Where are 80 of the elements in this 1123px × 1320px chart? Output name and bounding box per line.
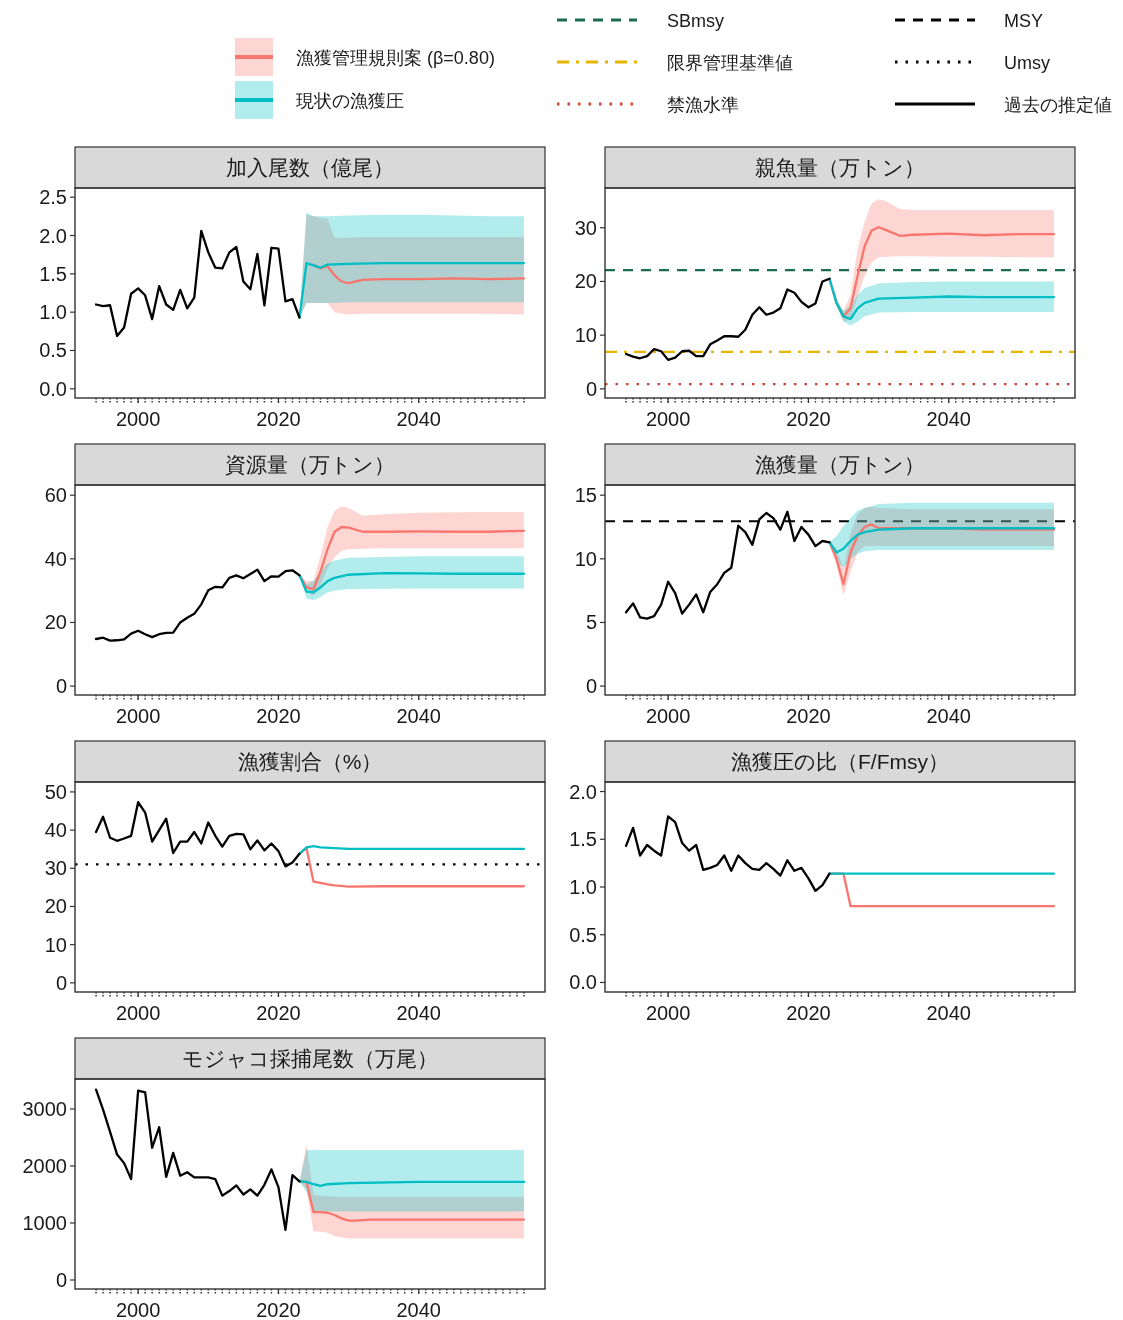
y-tick-label: 3000: [22, 1097, 67, 1120]
y-tick-label: 30: [44, 857, 67, 880]
line-series: [94, 229, 301, 338]
y-tick-label: 2.0: [39, 224, 67, 247]
y-tick-label: 10: [44, 933, 67, 956]
legend-label: 禁漁水準: [667, 95, 739, 115]
x-tick-label: 2000: [115, 705, 161, 727]
y-tick-label: 0: [585, 377, 597, 400]
chart-title: 漁獲圧の比（F/Fmsy）: [731, 750, 949, 773]
x-tick-label: 2000: [645, 1002, 691, 1024]
x-tick-label: 2040: [396, 1002, 441, 1024]
y-tick-label: 2000: [22, 1154, 67, 1177]
x-tick-label: 2040: [396, 705, 441, 727]
y-tick-label: 0: [55, 971, 67, 994]
y-tick-label: 0.5: [39, 339, 67, 362]
ref-line-label: Umsy: [1004, 53, 1050, 73]
y-tick-label: 0.5: [569, 923, 597, 946]
legend-label: 現状の漁獲圧: [296, 91, 404, 111]
y-tick-label: 1.5: [39, 262, 67, 285]
y-tick-label: 1000: [22, 1211, 67, 1234]
legend-label: 漁獲管理規則案 (β=0.80): [296, 48, 495, 68]
x-tick-label: 2040: [926, 408, 971, 430]
line-series: [298, 571, 526, 594]
y-tick-label: 20: [44, 611, 67, 634]
y-tick-label: 10: [574, 324, 597, 347]
x-tick-label: 2020: [256, 1002, 301, 1024]
x-tick-label: 2020: [786, 1002, 831, 1024]
chart-title: 資源量（万トン）: [225, 453, 395, 476]
y-tick-label: 5: [585, 611, 597, 634]
x-tick-label: 2020: [256, 1299, 301, 1320]
line-series: [624, 277, 831, 362]
x-tick-label: 2000: [645, 705, 691, 727]
y-tick-label: 20: [574, 270, 597, 293]
chart-title: モジャコ採捕尾数（万尾）: [182, 1047, 438, 1070]
y-tick-label: 0: [55, 675, 67, 698]
x-tick-label: 2000: [115, 1002, 161, 1024]
x-tick-label: 2000: [115, 408, 161, 430]
line-series: [298, 845, 526, 855]
y-tick-label: 30: [574, 216, 597, 239]
y-tick-label: 0: [55, 1268, 67, 1291]
y-tick-label: 20: [44, 895, 67, 918]
line-series: [298, 261, 526, 319]
y-tick-label: 1.0: [39, 301, 67, 324]
y-tick-label: 0.0: [39, 377, 67, 400]
x-tick-label: 2020: [256, 408, 301, 430]
legend-label: 限界管理基準値: [667, 53, 793, 73]
y-tick-label: 15: [574, 484, 597, 507]
y-tick-label: 0: [585, 675, 597, 698]
y-tick-label: 0.0: [569, 971, 597, 994]
line-series: [312, 263, 526, 285]
x-tick-label: 2020: [786, 705, 831, 727]
ref-line-label: MSY: [1004, 11, 1044, 31]
x-tick-label: 2000: [115, 1299, 161, 1320]
y-tick-label: 10: [574, 547, 597, 570]
y-tick-label: 2.5: [39, 186, 67, 209]
x-tick-label: 2000: [645, 408, 691, 430]
x-tick-label: 2040: [926, 705, 971, 727]
line-series: [94, 568, 301, 642]
y-tick-label: 1.5: [569, 828, 597, 851]
y-tick-label: 1.0: [569, 876, 597, 898]
chart-title: 親魚量（万トン）: [755, 156, 925, 179]
y-tick-label: 40: [44, 819, 67, 842]
legend-label: SBmsy: [667, 11, 725, 31]
line-series: [298, 846, 526, 888]
chart-title: 漁獲割合（%）: [237, 750, 383, 773]
legend-label: 過去の推定値: [1004, 95, 1112, 115]
line-series: [828, 527, 1056, 554]
chart-title: 漁獲量（万トン）: [755, 453, 925, 476]
x-tick-label: 2020: [256, 705, 301, 727]
x-tick-label: 2040: [396, 408, 441, 430]
x-tick-label: 2040: [926, 1002, 971, 1024]
x-tick-label: 2040: [396, 1299, 441, 1320]
x-tick-label: 2020: [786, 408, 831, 430]
line-series: [624, 815, 831, 892]
y-tick-label: 40: [44, 547, 67, 570]
y-tick-label: 50: [44, 780, 67, 803]
line-series: [94, 1088, 301, 1231]
chart-title: 加入尾数（億尾）: [226, 156, 394, 179]
y-tick-label: 60: [44, 484, 67, 507]
y-tick-label: 2.0: [569, 780, 597, 803]
